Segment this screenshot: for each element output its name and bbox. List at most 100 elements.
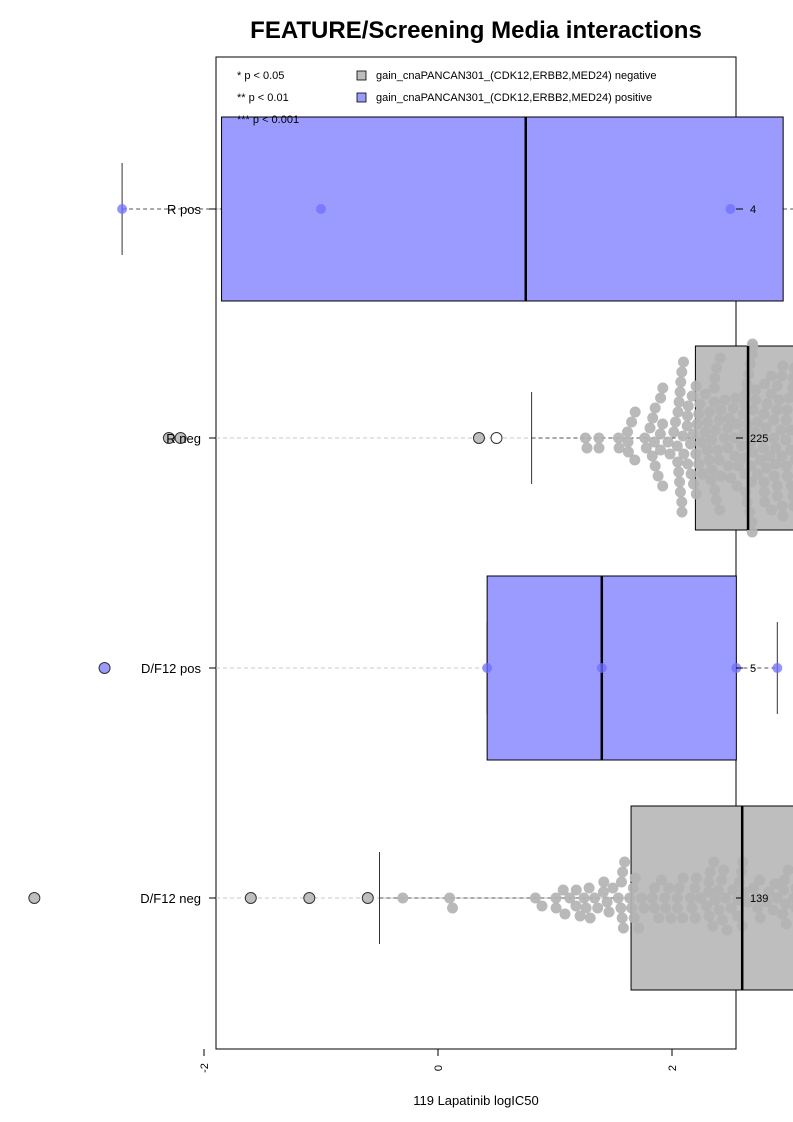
group-d-f12-neg-swarm-point xyxy=(779,874,790,886)
group-d-f12-neg-swarm-point xyxy=(686,902,698,914)
group-r-neg-swarm-point xyxy=(581,442,593,454)
group-d-f12-neg-swarm-point xyxy=(712,884,724,896)
group-r-neg-swarm-point xyxy=(718,432,730,444)
group-r-neg-swarm-point xyxy=(723,412,735,424)
group-r-neg-swarm-point xyxy=(682,410,694,422)
group-r-neg-swarm-point xyxy=(682,458,694,470)
group-r-neg-swarm-point xyxy=(675,376,687,388)
group-d-f12-neg-swarm-point xyxy=(718,864,730,876)
group-d-f12-neg-swarm-point xyxy=(646,892,658,904)
group-d-f12-neg-swarm-point xyxy=(583,882,595,894)
group-d-f12-neg-swarm-point xyxy=(751,892,763,904)
group-d-f12-neg-swarm-point xyxy=(752,902,764,914)
group-d-f12-neg-swarm-point xyxy=(725,902,737,914)
group-d-f12-neg-swarm-point xyxy=(732,910,744,922)
group-r-neg-swarm-point xyxy=(648,436,660,448)
group-r-neg-swarm-point xyxy=(664,448,676,460)
group-d-f12-neg: D/F12 neg 139 xyxy=(28,805,793,991)
group-r-neg-swarm-point xyxy=(668,426,680,438)
group-r-neg-swarm-point xyxy=(681,420,693,432)
group-d-f12-neg-swarm-point xyxy=(754,874,766,886)
group-d-f12-neg-swarm-point xyxy=(703,886,714,898)
group-d-f12-neg-swarm-point xyxy=(638,902,650,914)
legend-swatch xyxy=(356,92,367,103)
group-r-neg-swarm-point xyxy=(593,442,605,454)
group-r-neg-swarm-point xyxy=(731,480,743,492)
group-r-neg-swarm-point xyxy=(761,398,773,410)
group-d-f12-pos-outlier xyxy=(98,662,111,674)
group-r-pos: R pos 4 xyxy=(117,116,793,302)
group-r-neg-swarm-point xyxy=(701,444,713,456)
group-d-f12-neg-outlier xyxy=(28,892,41,904)
group-d-f12-pos-point xyxy=(482,663,493,673)
group-r-neg-swarm-point xyxy=(777,510,789,522)
group-r-neg-swarm-point xyxy=(715,404,727,416)
group-d-f12-neg-swarm-point xyxy=(677,872,689,884)
group-r-neg-swarm-point xyxy=(694,398,706,410)
group-d-f12-neg-swarm-point xyxy=(790,883,793,893)
legend-entry: gain_cnaPANCAN301_(CDK12,ERBB2,MED24) ne… xyxy=(376,70,656,82)
group-r-neg-swarm-point xyxy=(744,358,756,370)
group-d-f12-neg-swarm-point xyxy=(603,906,615,918)
group-r-neg-swarm-point xyxy=(759,496,771,508)
group-d-f12-neg-swarm-point xyxy=(624,892,636,904)
group-r-neg-swarm-point xyxy=(678,356,689,368)
group-r-neg-swarm-point xyxy=(629,454,641,466)
group-r-neg-swarm-point xyxy=(688,478,699,490)
group-d-f12-neg-swarm-point xyxy=(716,874,728,886)
group-d-f12-neg-swarm-point xyxy=(677,912,688,924)
group-r-neg-swarm-point xyxy=(671,440,683,452)
group-d-f12-neg-swarm-point xyxy=(592,902,604,914)
group-r-neg-swarm-point xyxy=(708,396,720,408)
group-r-neg-swarm-point xyxy=(652,470,664,482)
group-r-neg-swarm-point xyxy=(761,462,773,474)
group-r-neg-swarm-point xyxy=(673,466,685,478)
group-d-f12-neg-swarm-point xyxy=(619,856,631,868)
group-d-f12-neg-swarm-point xyxy=(550,892,562,904)
group-r-neg-swarm-point xyxy=(771,380,783,392)
group-r-neg-swarm-point xyxy=(690,380,702,392)
group-r-pos-count: 4 xyxy=(750,204,756,216)
group-r-neg-outlier xyxy=(174,432,187,444)
group-d-f12-neg-swarm-point xyxy=(701,900,712,912)
group-r-neg-swarm-point xyxy=(746,526,758,538)
group-r-neg-swarm-point xyxy=(766,504,778,516)
significance-legend-entry: * p < 0.05 xyxy=(237,70,284,82)
group-r-neg-swarm-point xyxy=(644,422,656,434)
group-d-f12-neg-swarm-point xyxy=(659,892,671,904)
group-r-neg-swarm-point xyxy=(765,388,777,400)
chart-title: FEATURE/Screening Media interactions xyxy=(250,17,702,44)
group-d-f12-neg-swarm-point xyxy=(771,892,783,904)
group-d-f12-neg-swarm-point xyxy=(536,900,548,912)
group-d-f12-pos-point xyxy=(772,663,783,673)
group-d-f12-neg-swarm-point xyxy=(578,892,590,904)
group-r-neg-swarm-point xyxy=(649,460,661,472)
group-r-neg-swarm-point xyxy=(758,442,769,454)
group-r-neg-swarm-point xyxy=(639,432,651,444)
group-d-f12-neg-swarm-point xyxy=(673,882,685,894)
group-r-neg-swarm-point xyxy=(729,450,741,462)
group-r-neg-swarm-point xyxy=(711,444,723,456)
group-d-f12-neg-swarm-point xyxy=(703,876,715,888)
group-r-neg-swarm-point xyxy=(579,432,591,444)
group-r-neg-swarm-point xyxy=(674,486,686,498)
group-r-neg-swarm-point xyxy=(788,500,793,512)
group-r-neg-swarm-point xyxy=(654,428,666,440)
group-r-neg-swarm-point xyxy=(626,416,638,428)
group-d-f12-neg-swarm-point xyxy=(742,896,754,908)
group-r-neg-swarm-point xyxy=(727,402,739,414)
group-d-f12-neg-swarm-point xyxy=(656,874,667,886)
group-r-neg-swarm-point xyxy=(647,412,659,424)
group-d-f12-neg-swarm-point xyxy=(550,902,562,914)
group-r-neg-swarm-point xyxy=(703,454,715,466)
group-r-neg-swarm-point xyxy=(655,392,667,404)
group-r-neg-swarm-point xyxy=(622,436,634,448)
group-r-neg-swarm-point xyxy=(622,426,633,438)
group-r-neg-swarm-point xyxy=(682,400,694,412)
legend: * p < 0.05 ** p < 0.01 *** p < 0.001 gain_c… xyxy=(237,70,656,126)
legend-swatch xyxy=(356,70,367,81)
group-r-neg-swarm-point xyxy=(775,424,787,436)
group-d-f12-neg-swarm-point xyxy=(685,892,696,904)
group-d-f12-neg-swarm-point xyxy=(672,902,683,914)
group-r-neg-swarm-point xyxy=(657,418,669,430)
